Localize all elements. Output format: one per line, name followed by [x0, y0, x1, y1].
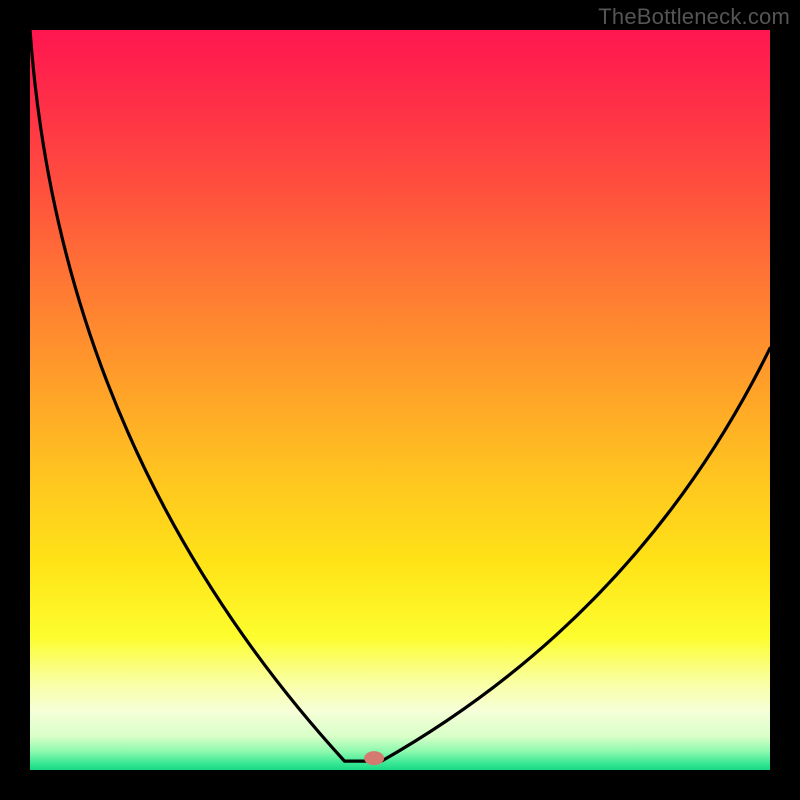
- watermark-text: TheBottleneck.com: [598, 4, 790, 30]
- minimum-marker: [364, 751, 384, 765]
- plot-background: [30, 30, 770, 770]
- bottleneck-chart: [0, 0, 800, 800]
- chart-container: TheBottleneck.com: [0, 0, 800, 800]
